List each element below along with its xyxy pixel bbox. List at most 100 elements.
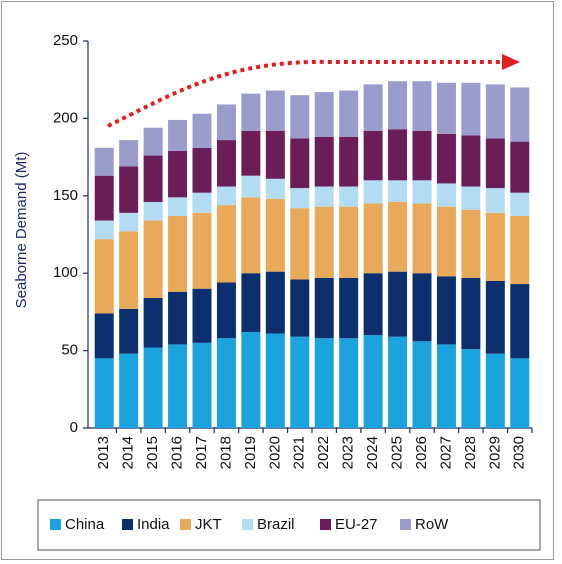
legend-label: China (65, 516, 105, 533)
bar-segment (510, 358, 530, 428)
bar-segment (412, 180, 432, 204)
bar-segment (461, 277, 481, 350)
bar-segment (216, 104, 236, 141)
bar-segment (241, 332, 261, 428)
bar-segment (216, 282, 236, 339)
bar-segment (94, 147, 114, 176)
bar-segment (412, 130, 432, 181)
bar-segment (143, 297, 163, 348)
y-tick-label: 200 (53, 109, 78, 126)
bar-segment (314, 136, 334, 187)
legend-label: RoW (415, 516, 449, 533)
y-tick-label: 100 (53, 264, 78, 281)
bar-segment (168, 344, 188, 428)
legend-swatch (122, 519, 133, 530)
x-tick-label: 2026 (413, 436, 430, 469)
bar-segment (290, 95, 310, 139)
bar-segment (290, 208, 310, 280)
bar-segment (363, 180, 383, 204)
bar-segment (265, 90, 285, 131)
bar-segment (192, 212, 212, 289)
bar-segment (94, 175, 114, 221)
bar-segment (485, 353, 505, 428)
bar-segment (510, 87, 530, 142)
legend-label: India (137, 516, 170, 533)
x-tick-label: 2017 (193, 436, 210, 469)
legend-swatch (180, 519, 191, 530)
bar-segment (143, 127, 163, 156)
legend-label: Brazil (257, 516, 295, 533)
bar-segment (168, 215, 188, 292)
x-tick-label: 2020 (266, 436, 283, 469)
bar-segment (363, 203, 383, 274)
bar-segment (119, 308, 139, 354)
bar-segment (510, 141, 530, 193)
bar-segment (265, 271, 285, 334)
bar-segment (216, 338, 236, 428)
bar-segment (436, 276, 456, 345)
bar-segment (412, 341, 432, 428)
bar-segment (461, 209, 481, 278)
bar-segment (363, 84, 383, 131)
legend-label: EU-27 (335, 516, 378, 533)
bar-segment (485, 138, 505, 189)
bar-segment (192, 288, 212, 343)
bar-segment (485, 188, 505, 213)
bar-segment (510, 192, 530, 216)
bar-segment (94, 358, 114, 428)
bar-segment (119, 231, 139, 309)
bar-segment (94, 220, 114, 240)
legend-box (37, 499, 541, 551)
bar-segment (143, 155, 163, 202)
bar-segment (192, 192, 212, 213)
bar-segment (510, 215, 530, 285)
bar-segment (388, 129, 408, 181)
bar-segment (339, 186, 359, 207)
bar-segment (412, 203, 432, 274)
bar-segment (290, 188, 310, 209)
bar-segment (119, 353, 139, 428)
bar-segment (241, 130, 261, 176)
y-tick-label: 150 (53, 187, 78, 204)
x-tick-label: 2022 (315, 436, 332, 469)
bar-segment (388, 271, 408, 337)
bar-segment (143, 347, 163, 428)
bar-segment (461, 349, 481, 428)
bar-segment (241, 175, 261, 198)
x-tick-label: 2023 (340, 436, 357, 469)
bar-segment (436, 206, 456, 277)
bar-segment (168, 119, 188, 151)
bar-segment (265, 130, 285, 179)
legend-swatch (320, 519, 331, 530)
legend-swatch (50, 519, 61, 530)
bar-segment (314, 338, 334, 428)
x-tick-label: 2016 (169, 436, 186, 469)
bar-segment (241, 197, 261, 274)
bar-segment (412, 273, 432, 342)
bar-segment (461, 135, 481, 187)
bar-segment (192, 147, 212, 193)
frame (1, 1, 554, 560)
arrow-head (502, 54, 520, 70)
bar-segment (192, 342, 212, 428)
bar-segment (290, 279, 310, 337)
x-tick-label: 2019 (242, 436, 259, 469)
bar-segment (363, 335, 383, 428)
y-tick-label: 50 (61, 342, 78, 359)
bar-segment (216, 205, 236, 283)
bar-segment (363, 130, 383, 181)
bar-segment (143, 220, 163, 298)
bar-segment (94, 313, 114, 359)
bar-segment (485, 212, 505, 281)
x-tick-label: 2021 (291, 436, 308, 469)
bar-segment (339, 277, 359, 339)
x-tick-label: 2014 (120, 436, 137, 469)
x-tick-label: 2028 (462, 436, 479, 469)
bar-segment (216, 140, 236, 187)
bar-segment (241, 93, 261, 131)
y-tick-label: 250 (53, 32, 78, 49)
bar-segment (94, 239, 114, 314)
bar-segment (510, 284, 530, 359)
bar-segment (241, 273, 261, 333)
